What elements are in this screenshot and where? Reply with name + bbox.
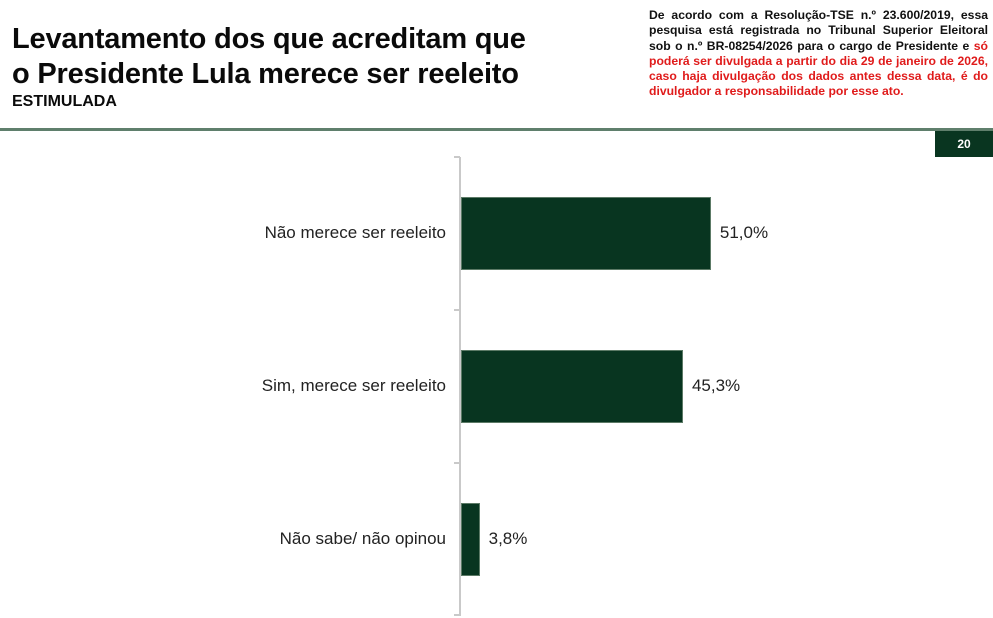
legal-notice-registration: De acordo com a Resolução-TSE n.º 23.600…: [649, 8, 988, 53]
value-label: 45,3%: [691, 375, 741, 395]
value-label: 3,8%: [488, 528, 528, 548]
page-number-badge: 20: [935, 131, 993, 157]
axis-tick: [454, 309, 460, 311]
legal-notice-warning: só poderá ser divulgada a partir do dia …: [649, 38, 988, 99]
axis-tick: [454, 462, 460, 464]
bar: [461, 197, 711, 270]
legal-notice: De acordo com a Resolução-TSE n.º 23.600…: [649, 8, 988, 100]
header-title-block: Levantamento dos que acreditam que o Pre…: [12, 22, 526, 112]
category-label: Sim, merece ser reeleito: [261, 375, 446, 395]
category-label: Não merece ser reeleito: [264, 222, 446, 242]
header-divider: [0, 128, 993, 131]
page-title-line-1: Levantamento dos que acreditam que: [12, 23, 526, 55]
category-axis: [459, 157, 461, 616]
bar: [461, 503, 480, 576]
axis-tick: [454, 156, 460, 158]
value-label: 51,0%: [719, 222, 769, 242]
page-title-line-2: o Presidente Lula merece ser reeleito: [12, 58, 519, 90]
axis-tick: [454, 614, 460, 616]
bar: [461, 350, 683, 423]
page-subtitle: ESTIMULADA: [12, 93, 117, 110]
category-label: Não sabe/ não opinou: [279, 528, 446, 548]
